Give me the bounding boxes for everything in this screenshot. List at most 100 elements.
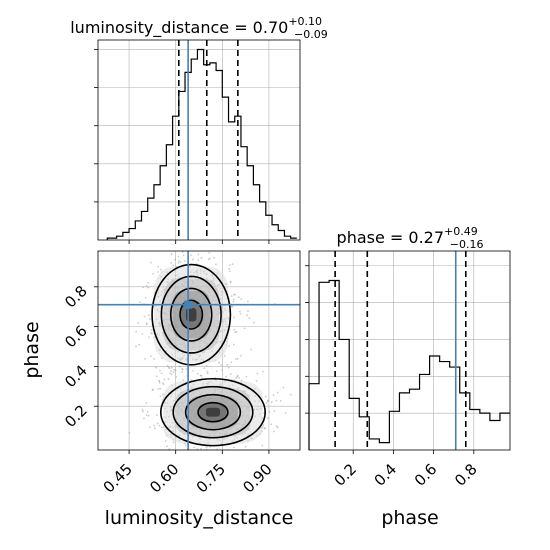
sample-point — [230, 452, 232, 454]
sample-point — [172, 264, 175, 267]
sample-point — [204, 450, 206, 452]
sample-point — [245, 375, 248, 378]
sample-point — [240, 298, 242, 300]
sample-point — [174, 258, 177, 261]
contour-frame — [97, 250, 301, 451]
sample-point — [192, 456, 194, 458]
sample-point — [223, 453, 225, 455]
sample-point — [128, 431, 131, 434]
sample-point — [253, 321, 255, 324]
sample-point — [164, 440, 167, 442]
sample-point — [166, 364, 169, 367]
sample-point — [270, 401, 273, 404]
sample-point — [261, 444, 264, 447]
sample-point — [231, 305, 234, 308]
contour-line — [159, 377, 266, 447]
sample-point — [275, 399, 278, 402]
sample-point — [192, 370, 195, 372]
sample-point — [170, 253, 173, 255]
y-tick-label: 0.4 — [61, 362, 91, 392]
sample-point — [139, 301, 141, 304]
sample-point — [246, 300, 249, 303]
sample-point — [205, 446, 208, 449]
sample-point — [192, 258, 194, 261]
sample-point — [239, 310, 241, 313]
sample-point — [184, 259, 186, 262]
sample-point — [221, 369, 223, 372]
sample-point — [234, 451, 236, 453]
sample-point — [255, 380, 258, 382]
sample-point — [239, 354, 242, 357]
sample-point — [180, 459, 182, 461]
sample-point — [161, 393, 164, 396]
sample-point — [156, 422, 159, 425]
sample-point — [154, 427, 156, 430]
sample-point — [289, 393, 292, 396]
sample-point — [282, 386, 285, 389]
sample-point — [147, 286, 150, 289]
sample-point — [167, 248, 169, 250]
sample-point — [266, 417, 269, 420]
sample-point — [190, 254, 193, 256]
sample-point — [220, 363, 223, 366]
x-tick-label: 0.2 — [330, 460, 360, 490]
title-plus: +0.49 — [444, 225, 478, 238]
sample-point — [228, 270, 231, 273]
histogram-phase — [308, 279, 510, 450]
sample-point — [262, 370, 264, 373]
sample-point — [149, 426, 151, 429]
sample-point — [137, 321, 140, 324]
sample-point — [90, 456, 92, 458]
sample-point — [178, 260, 180, 262]
sample-point — [198, 247, 200, 249]
sample-point — [157, 387, 160, 390]
sample-point — [135, 475, 137, 477]
sample-point — [234, 331, 237, 334]
sample-point — [173, 368, 176, 371]
sample-point — [208, 258, 210, 261]
sample-point — [172, 371, 175, 373]
sample-point — [159, 268, 162, 271]
sample-point — [201, 462, 203, 464]
x-tick-label: 0.45 — [100, 460, 136, 496]
sample-point — [141, 333, 144, 335]
sample-point — [264, 395, 267, 398]
truth-marker — [184, 300, 193, 309]
sample-point — [177, 255, 180, 258]
sample-point — [177, 261, 180, 264]
sample-point — [200, 447, 202, 450]
sample-point — [150, 331, 153, 334]
sample-point — [152, 272, 154, 275]
sample-point — [206, 372, 209, 375]
sample-point — [234, 293, 236, 296]
sample-point — [157, 271, 160, 273]
sample-point — [266, 400, 269, 403]
y-axis-label-phase: phase — [21, 321, 43, 378]
sample-point — [147, 414, 150, 417]
sample-point — [194, 465, 196, 467]
sample-point — [144, 358, 146, 360]
sample-point — [168, 448, 171, 450]
sample-point — [181, 251, 184, 254]
sample-point — [145, 414, 148, 416]
sample-point — [235, 377, 238, 379]
sample-point — [231, 263, 234, 265]
sample-point — [147, 281, 150, 284]
sample-point — [229, 372, 232, 375]
sample-point — [185, 368, 188, 370]
sample-point — [145, 402, 148, 404]
sample-point — [167, 366, 170, 369]
sample-point — [243, 327, 246, 330]
sample-point — [135, 330, 138, 333]
sample-point — [223, 355, 226, 357]
sample-point — [203, 367, 206, 370]
sample-point — [200, 257, 203, 259]
sample-point — [229, 264, 231, 267]
sample-point — [179, 247, 181, 249]
sample-point — [215, 263, 217, 266]
sample-point — [256, 372, 259, 375]
sample-point — [232, 298, 235, 301]
title-plus: +0.10 — [288, 15, 322, 28]
sample-point — [279, 400, 282, 402]
title-luminosity-distance: luminosity_distance = 0.70+0.10 −0.09 — [70, 15, 328, 41]
